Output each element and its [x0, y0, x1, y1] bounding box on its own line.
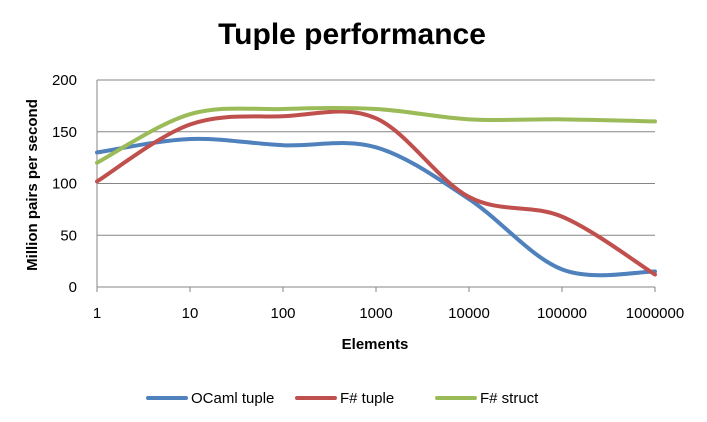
legend: OCaml tuple F# tuple F# struct: [146, 390, 539, 407]
y-tick-label: 150: [52, 124, 77, 141]
gridlines: [97, 79, 655, 236]
legend-label-f-struct: F# struct: [480, 390, 539, 407]
x-tick-label: 10000: [448, 305, 490, 322]
legend-label-f-tuple: F# tuple: [340, 390, 394, 407]
y-tick-label: 0: [69, 279, 77, 296]
y-axis-title: Million pairs per second: [24, 99, 41, 271]
series-line-ocaml-tuple: [95, 136, 657, 278]
series-line-f-tuple: [95, 109, 657, 277]
x-tick-label: 10: [182, 305, 199, 322]
x-tick-label: 1: [93, 305, 101, 322]
x-tick-label: 100000: [537, 305, 587, 322]
y-tick-label: 200: [52, 72, 77, 89]
x-axis-title: Elements: [342, 336, 409, 353]
series-lines: [95, 105, 657, 278]
x-tick-labels: 1 10 100 1000 10000 100000 1000000: [93, 305, 684, 322]
x-tick-label: 100: [270, 305, 295, 322]
x-tick-label: 1000: [359, 305, 392, 322]
x-tick-label: 1000000: [626, 305, 684, 322]
axes: [96, 80, 656, 292]
series-line-f-struct: [95, 105, 657, 165]
chart-title: Tuple performance: [218, 18, 486, 51]
y-tick-label: 50: [60, 227, 77, 244]
y-tick-label: 100: [52, 176, 77, 193]
legend-label-ocaml-tuple: OCaml tuple: [191, 390, 274, 407]
y-tick-labels: 0 50 100 150 200: [52, 72, 77, 296]
